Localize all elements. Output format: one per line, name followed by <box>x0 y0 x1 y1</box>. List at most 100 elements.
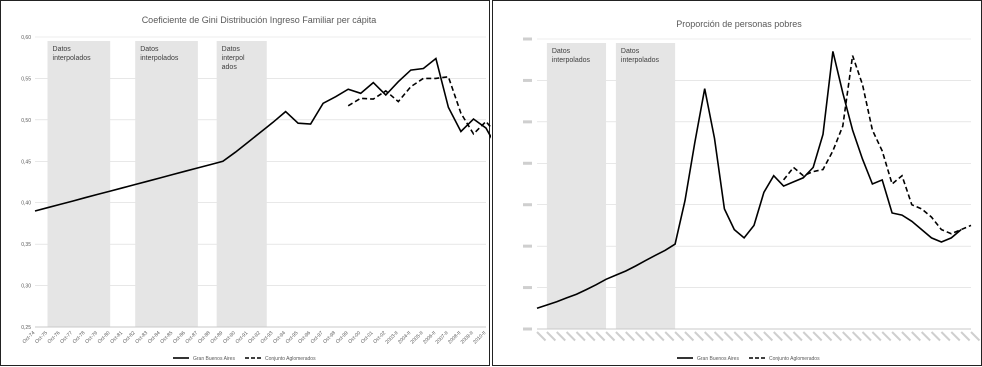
poverty-shaded-label: Datos <box>621 48 640 55</box>
gini-x-tick-label: Oct-86 <box>172 330 187 345</box>
gini-x-tick-label: Oct-96 <box>297 330 312 345</box>
poverty-x-tick-mark <box>703 331 714 342</box>
poverty-x-tick-mark <box>536 331 547 342</box>
gini-x-tick-label: Oct-01 <box>360 330 375 345</box>
gini-y-tick-label: 0,25 <box>21 325 31 331</box>
poverty-x-tick-mark <box>792 331 803 342</box>
poverty-x-tick-mark <box>920 331 931 342</box>
poverty-x-tick-mark <box>674 331 685 342</box>
poverty-chart-title: Proporción de personas pobres <box>676 19 802 29</box>
poverty-shaded-label: interpolados <box>552 57 591 64</box>
poverty-y-tick-mark <box>523 37 532 41</box>
poverty-x-tick-mark <box>763 331 774 342</box>
gini-x-tick-label: Oct-93 <box>260 330 275 345</box>
gini-x-tick-label: Oct-83 <box>134 330 149 345</box>
gini-x-tick-label: Oct-76 <box>47 330 62 345</box>
poverty-x-tick-mark <box>773 331 783 342</box>
gini-x-tick-label: Oct-81 <box>109 330 124 345</box>
poverty-x-tick-mark <box>871 331 882 342</box>
poverty-x-tick-mark <box>565 331 576 342</box>
poverty-shaded-label: Datos <box>552 48 571 55</box>
poverty-x-tick-mark <box>546 331 557 342</box>
gini-shaded-label: Datos <box>222 46 241 53</box>
poverty-x-tick-mark <box>634 331 645 342</box>
poverty-x-tick-mark <box>911 331 922 342</box>
poverty-x-tick-mark <box>595 331 606 342</box>
gini-x-tick-label: 2005-II <box>410 330 425 345</box>
gini-shaded-label: interpol <box>222 55 245 62</box>
poverty-x-tick-mark <box>684 331 695 342</box>
poverty-x-tick-mark <box>782 331 793 342</box>
poverty-x-tick-mark <box>605 331 616 342</box>
gini-shaded-label: Datos <box>140 46 159 53</box>
gini-y-tick-label: 0,55 <box>21 76 31 82</box>
poverty-x-tick-mark <box>812 331 823 342</box>
gini-x-tick-label: 2004-II <box>397 330 412 345</box>
poverty-shaded-label: interpolados <box>621 57 660 64</box>
gini-chart-panel: Coeficiente de Gini Distribución Ingreso… <box>0 0 491 366</box>
gini-y-tick-label: 0,60 <box>21 35 31 41</box>
gini-y-tick-label: 0,45 <box>21 159 31 165</box>
gini-x-tick-label: Oct-99 <box>335 330 350 345</box>
poverty-y-tick-mark <box>523 203 532 207</box>
gini-x-tick-label: Oct-94 <box>272 330 287 345</box>
poverty-x-tick-mark <box>950 331 961 342</box>
gini-x-tick-label: Oct-90 <box>222 330 237 345</box>
gini-legend-label-1: Gran Buenos Aires <box>193 356 235 362</box>
poverty-y-tick-mark <box>523 244 532 248</box>
poverty-chart: Proporción de personas pobres Datos interp… <box>523 19 981 362</box>
poverty-x-tick-mark <box>970 331 981 342</box>
gini-y-tick-label: 0,35 <box>21 242 31 248</box>
poverty-x-tick-mark <box>842 331 852 342</box>
poverty-x-tick-mark <box>881 331 892 342</box>
gini-x-tick-label: Oct-78 <box>72 330 87 345</box>
poverty-legend-label-2: Conjunto Aglomerados <box>769 356 820 362</box>
poverty-x-tick-mark <box>694 331 705 342</box>
gini-y-tick-label: 0,50 <box>21 118 31 124</box>
gini-x-tick-label: Oct-97 <box>310 330 325 345</box>
poverty-y-tick-mark <box>523 161 532 165</box>
poverty-x-tick-mark <box>960 331 971 342</box>
gini-shaded-label: interpolados <box>53 55 92 62</box>
gini-x-tick-label: Oct-82 <box>122 330 137 345</box>
poverty-y-tick-mark <box>523 286 532 290</box>
gini-x-tick-label: Oct-85 <box>159 330 174 345</box>
gini-x-tick-label: Oct-74 <box>22 330 37 345</box>
gini-series-line-1 <box>34 57 491 212</box>
poverty-x-tick-mark <box>930 331 941 342</box>
gini-x-tick-label: Oct-00 <box>347 330 362 345</box>
gini-shaded-region <box>135 41 198 327</box>
poverty-x-tick-mark <box>753 331 764 342</box>
poverty-x-tick-mark <box>713 331 724 342</box>
gini-x-tick-label: Oct-92 <box>247 330 262 345</box>
poverty-x-tick-mark <box>556 331 566 342</box>
poverty-x-tick-mark <box>851 331 862 342</box>
gini-x-tick-label: 2009-II <box>460 330 475 345</box>
gini-x-tick-label: Oct-75 <box>34 330 49 345</box>
gini-x-tick-label: 2003-II <box>384 330 399 345</box>
poverty-x-tick-mark <box>743 331 754 342</box>
poverty-x-tick-mark <box>575 331 586 342</box>
gini-x-tick-label: 2007-II <box>435 330 450 345</box>
poverty-x-tick-mark <box>822 331 833 342</box>
poverty-x-tick-mark <box>940 331 951 342</box>
gini-shaded-region <box>47 41 111 327</box>
gini-legend-label-2: Conjunto Aglomerados <box>265 356 316 362</box>
poverty-series-line-2 <box>782 55 972 235</box>
gini-x-tick-label: Oct-95 <box>285 330 300 345</box>
gini-chart-title: Coeficiente de Gini Distribución Ingreso… <box>142 15 377 25</box>
poverty-x-tick-mark <box>832 331 843 342</box>
poverty-y-tick-mark <box>523 78 532 82</box>
gini-shaded-region <box>216 41 267 327</box>
gini-shaded-label: Datos <box>53 46 72 53</box>
gini-x-tick-label: Oct-91 <box>235 330 250 345</box>
poverty-x-tick-mark <box>664 331 675 342</box>
poverty-y-tick-mark <box>523 327 532 331</box>
gini-x-tick-label: 2008-II <box>447 330 462 345</box>
poverty-shaded-region <box>546 43 607 329</box>
gini-chart: Coeficiente de Gini Distribución Ingreso… <box>21 15 491 362</box>
poverty-x-tick-mark <box>625 331 635 342</box>
gini-shaded-label: ados <box>222 64 238 71</box>
poverty-x-tick-mark <box>615 331 626 342</box>
poverty-x-tick-mark <box>901 331 912 342</box>
